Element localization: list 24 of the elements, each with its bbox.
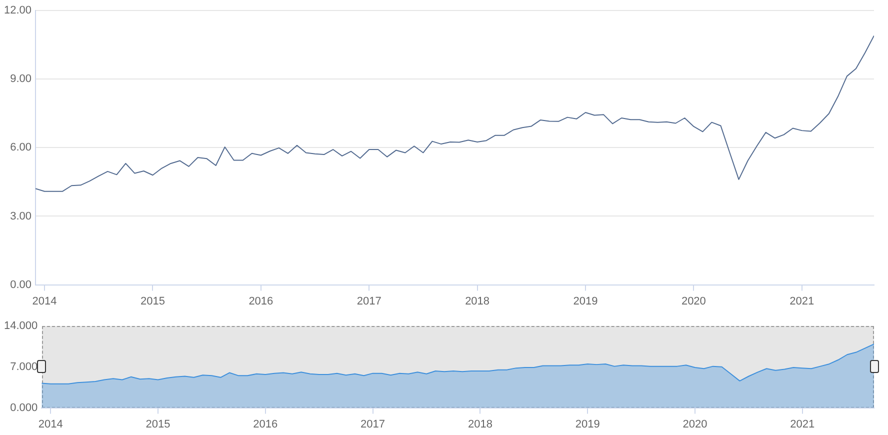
x-tick-label: 2015 <box>140 295 165 308</box>
x-tick-label: 2014 <box>38 418 63 430</box>
x-tick-label: 2016 <box>248 295 274 308</box>
x-tick-label: 2021 <box>790 295 814 308</box>
x-tick-label: 2016 <box>253 418 278 430</box>
y-tick-label: 14.000 <box>4 320 38 332</box>
x-tick-label: 2015 <box>146 418 170 430</box>
x-tick-label: 2020 <box>681 295 706 308</box>
y-tick-label: 0.000 <box>10 402 38 414</box>
x-tick-label: 2014 <box>32 295 57 308</box>
y-tick-label: 12.00 <box>4 4 32 17</box>
y-tick-label: 7.000 <box>10 360 38 373</box>
y-tick-label: 0.00 <box>10 278 32 291</box>
y-tick-label: 6.00 <box>10 142 32 154</box>
x-tick-label: 2021 <box>790 418 815 430</box>
y-tick-label: 3.00 <box>10 210 32 222</box>
x-tick-label: 2018 <box>468 418 492 430</box>
x-tick-label: 2019 <box>575 418 600 430</box>
y-tick-label: 9.00 <box>10 73 32 86</box>
x-tick-label: 2017 <box>356 295 382 308</box>
x-tick-label: 2017 <box>360 418 386 430</box>
x-tick-label: 2019 <box>573 295 598 308</box>
x-tick-label: 2018 <box>465 295 490 308</box>
x-tick-label: 2020 <box>682 418 708 430</box>
